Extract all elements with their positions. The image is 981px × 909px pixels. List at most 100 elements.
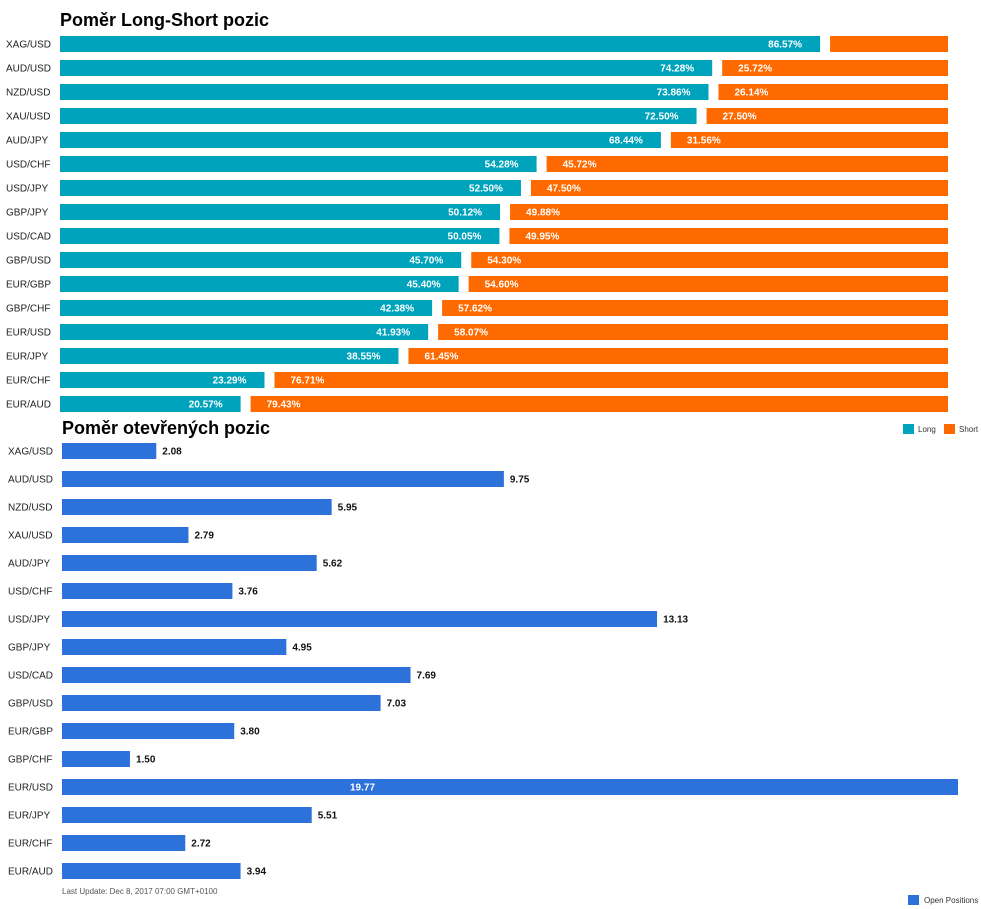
category-label: AUD/JPY bbox=[6, 136, 49, 147]
open-value-label: 5.51 bbox=[318, 811, 338, 822]
open-bar-usd-cad bbox=[62, 667, 411, 683]
category-label: NZD/USD bbox=[6, 88, 50, 99]
open-bar-eur-chf bbox=[62, 835, 186, 851]
short-bar-usd-chf bbox=[546, 156, 948, 172]
short-value-label: 61.45% bbox=[424, 352, 458, 363]
category-label: GBP/JPY bbox=[6, 208, 49, 219]
long-short-legend: Long Short bbox=[903, 424, 979, 434]
open-value-label: 4.95 bbox=[292, 643, 312, 654]
open-bar-aud-jpy bbox=[62, 555, 317, 571]
short-value-label: 79.43% bbox=[267, 400, 301, 411]
short-bar-eur-jpy bbox=[408, 348, 948, 364]
short-value-label: 25.72% bbox=[738, 64, 772, 75]
category-label: USD/CHF bbox=[8, 587, 52, 598]
category-label: XAG/USD bbox=[8, 447, 53, 458]
open-value-label: 5.95 bbox=[338, 503, 358, 514]
last-update-text: Last Update: Dec 8, 2017 07:00 GMT+0100 bbox=[62, 887, 218, 896]
short-value-label: 31.56% bbox=[687, 136, 721, 147]
open-bar-gbp-chf bbox=[62, 751, 130, 767]
short-value-label: 47.50% bbox=[547, 184, 581, 195]
short-bar-eur-usd bbox=[438, 324, 948, 340]
short-value-label: 58.07% bbox=[454, 328, 488, 339]
open-bar-eur-gbp bbox=[62, 723, 235, 739]
open-value-label: 19.77 bbox=[350, 783, 375, 794]
category-label: AUD/USD bbox=[8, 475, 53, 486]
long-bar-usd-cad bbox=[60, 228, 500, 244]
category-label: XAU/USD bbox=[8, 531, 52, 542]
legend-short-label: Short bbox=[959, 425, 979, 434]
category-label: EUR/CHF bbox=[8, 839, 52, 850]
category-label: AUD/JPY bbox=[8, 559, 51, 570]
long-value-label: 73.86% bbox=[657, 88, 691, 99]
open-value-label: 2.72 bbox=[191, 839, 211, 850]
long-value-label: 72.50% bbox=[645, 112, 679, 123]
long-value-label: 50.12% bbox=[448, 208, 482, 219]
long-bar-eur-usd bbox=[60, 324, 429, 340]
long-value-label: 45.70% bbox=[409, 256, 443, 267]
long-bar-gbp-usd bbox=[60, 252, 462, 268]
long-bar-usd-jpy bbox=[60, 180, 521, 196]
open-value-label: 1.50 bbox=[136, 755, 156, 766]
long-bar-gbp-chf bbox=[60, 300, 433, 316]
long-bar-eur-gbp bbox=[60, 276, 459, 292]
open-positions-legend: Open Positions bbox=[908, 895, 978, 905]
long-value-label: 50.05% bbox=[448, 232, 482, 243]
short-bar-eur-gbp bbox=[468, 276, 948, 292]
legend-long-swatch bbox=[903, 424, 914, 434]
long-value-label: 20.57% bbox=[189, 400, 223, 411]
long-bar-nzd-usd bbox=[60, 84, 709, 100]
open-value-label: 9.75 bbox=[510, 475, 530, 486]
category-label: GBP/CHF bbox=[8, 755, 52, 766]
open-value-label: 3.80 bbox=[240, 727, 260, 738]
category-label: EUR/GBP bbox=[8, 727, 53, 738]
short-value-label: 27.50% bbox=[723, 112, 757, 123]
long-bar-eur-jpy bbox=[60, 348, 399, 364]
category-label: GBP/USD bbox=[8, 699, 53, 710]
category-label: USD/CAD bbox=[8, 671, 53, 682]
category-label: EUR/CHF bbox=[6, 376, 50, 387]
open-value-label: 13.13 bbox=[663, 615, 688, 626]
short-value-label: 45.72% bbox=[563, 160, 597, 171]
short-bar-gbp-jpy bbox=[510, 204, 948, 220]
open-bar-eur-usd bbox=[62, 779, 958, 795]
open-bar-nzd-usd bbox=[62, 499, 332, 515]
long-bar-eur-chf bbox=[60, 372, 265, 388]
short-bar-usd-cad bbox=[509, 228, 948, 244]
category-label: XAG/USD bbox=[6, 40, 51, 51]
long-short-chart: XAG/USD 86.57% AUD/USD 74.28% 25.72% NZD/USD 7… bbox=[6, 36, 948, 412]
open-bar-xau-usd bbox=[62, 527, 189, 543]
open-bar-xag-usd bbox=[62, 443, 157, 459]
short-bar-eur-aud bbox=[250, 396, 948, 412]
long-value-label: 45.40% bbox=[407, 280, 441, 291]
category-label: USD/JPY bbox=[8, 615, 51, 626]
short-bar-usd-jpy bbox=[530, 180, 948, 196]
legend-long-label: Long bbox=[918, 425, 936, 434]
open-bar-aud-usd bbox=[62, 471, 504, 487]
legend-open-swatch bbox=[908, 895, 919, 905]
open-value-label: 2.08 bbox=[162, 447, 182, 458]
long-bar-xag-usd bbox=[60, 36, 821, 52]
category-label: EUR/JPY bbox=[6, 352, 49, 363]
open-value-label: 7.69 bbox=[417, 671, 437, 682]
short-bar-eur-chf bbox=[274, 372, 948, 388]
long-bar-gbp-jpy bbox=[60, 204, 501, 220]
open-value-label: 3.76 bbox=[238, 587, 258, 598]
long-value-label: 68.44% bbox=[609, 136, 643, 147]
long-value-label: 86.57% bbox=[768, 40, 802, 51]
short-value-label: 49.88% bbox=[526, 208, 560, 219]
short-value-label: 76.71% bbox=[290, 376, 324, 387]
chart2-title: Poměr otevřených pozic bbox=[62, 418, 270, 438]
short-bar-xag-usd bbox=[830, 36, 948, 52]
chart1-title: Poměr Long-Short pozic bbox=[60, 10, 269, 30]
open-value-label: 7.03 bbox=[387, 699, 407, 710]
open-bar-gbp-jpy bbox=[62, 639, 287, 655]
short-value-label: 26.14% bbox=[734, 88, 768, 99]
long-bar-xau-usd bbox=[60, 108, 697, 124]
category-label: EUR/USD bbox=[8, 783, 53, 794]
long-value-label: 38.55% bbox=[347, 352, 381, 363]
category-label: EUR/GBP bbox=[6, 280, 51, 291]
category-label: USD/CAD bbox=[6, 232, 51, 243]
long-bar-eur-aud bbox=[60, 396, 241, 412]
short-bar-gbp-chf bbox=[442, 300, 948, 316]
